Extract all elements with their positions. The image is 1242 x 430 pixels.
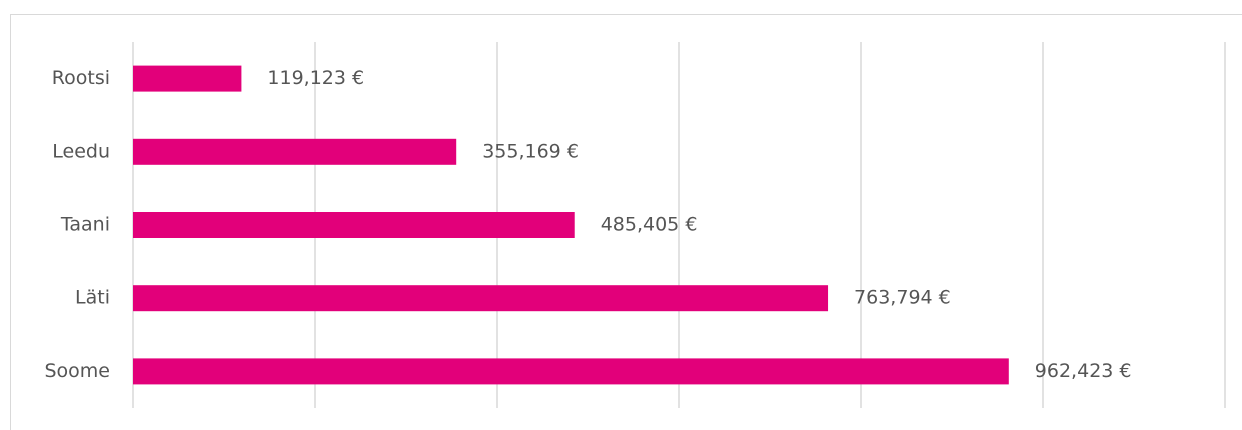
value-label: 355,169 € (482, 140, 579, 162)
category-label: Rootsi (52, 67, 110, 89)
bar (133, 285, 829, 312)
value-label: 763,794 € (854, 287, 951, 309)
chart-border (10, 14, 1242, 430)
value-label: 119,123 € (267, 67, 364, 89)
bar (133, 138, 457, 165)
bar (133, 65, 242, 92)
bar (133, 358, 1009, 385)
category-label: Leedu (52, 140, 110, 162)
category-label: Läti (75, 287, 110, 309)
value-label: 962,423 € (1035, 360, 1132, 382)
bar (133, 212, 575, 238)
category-label: Taani (60, 214, 110, 236)
value-label: 485,405 € (601, 214, 698, 236)
category-label: Soome (44, 360, 110, 382)
